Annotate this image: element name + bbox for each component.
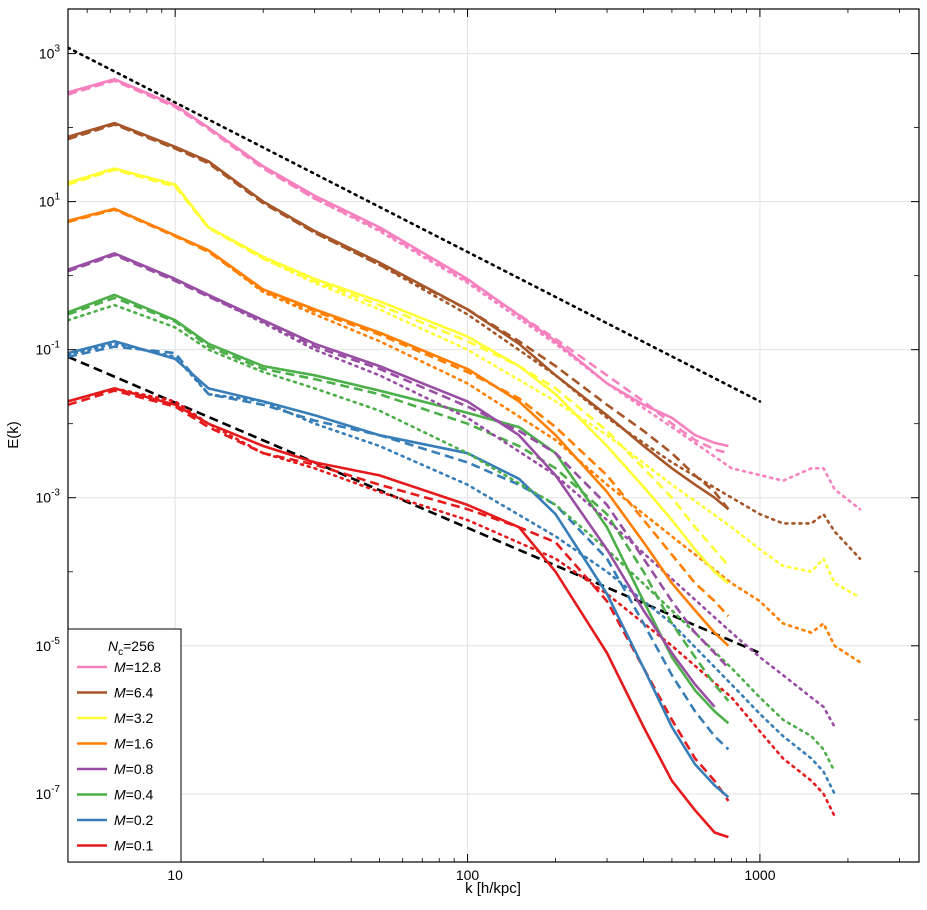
legend-label: M=0.1 [114,838,154,854]
grid [68,9,919,862]
legend-label: M=3.2 [114,710,154,726]
x-axis-label: k [h/kpc] [465,880,521,897]
series-lines [68,77,862,839]
legend-label-var: M [114,812,126,828]
y-tick-exponent: 1 [54,192,60,203]
series-m-0-1-solid [68,387,729,839]
y-tick-label: 10-1 [36,340,61,358]
series-m-0-2-solid [68,339,730,799]
series-m-6-4-dotted [68,122,862,561]
series-m-0-1-dashed [68,389,730,802]
series-m-0-2-dashed [68,345,730,751]
y-tick-base: 10 [36,638,52,654]
legend-entries: M=12.8M=6.4M=3.2M=1.6M=0.8M=0.4M=0.2M=0.… [77,659,161,854]
y-tick-exponent: -1 [51,340,60,351]
x-tick-label: 1000 [744,867,775,883]
legend-label-value: =0.4 [126,787,154,803]
y-tick-label: 101 [39,192,61,210]
legend-label-var: M [114,736,126,752]
y-tick-base: 10 [36,786,52,802]
y-tick-label: 103 [39,44,61,62]
legend-label-var: M [114,685,126,701]
x-tick-labels: 10 100 1000 [167,867,775,883]
legend-label-value: =12.8 [126,659,162,675]
y-tick-label: 10-3 [36,488,61,506]
legend-label-var: M [114,787,126,803]
y-tick-exponent: -7 [51,784,60,795]
series-m-0-8-solid [68,252,716,708]
legend-label-value: =6.4 [126,685,154,701]
legend-label-var: M [114,710,126,726]
y-tick-base: 10 [36,342,52,358]
legend-label: M=0.2 [114,812,154,828]
plot-frame [67,8,920,863]
y-tick-base: 10 [36,490,52,506]
legend-label: M=0.8 [114,761,154,777]
series-m-0-1-dotted [68,387,836,818]
legend-label: M=6.4 [114,685,154,701]
legend-label-value: =0.1 [126,838,154,854]
series-m-6-4-solid [68,121,730,511]
series-m-0-4-dotted [68,303,836,773]
series-m-12-8-dashed [68,79,729,455]
x-tick-label: 10 [167,867,183,883]
series-m-1-6-solid [68,207,730,647]
legend-title: Nc=256 [108,638,155,658]
legend-label-value: =1.6 [126,736,154,752]
series-m-3-2-solid [68,167,730,585]
series-m-3-2-dashed [68,168,730,567]
legend-label-value: =3.2 [126,710,154,726]
y-tick-base: 10 [39,194,55,210]
legend-label-value: =0.8 [126,761,154,777]
legend-label: M=12.8 [114,659,161,675]
y-tick-exponent: -5 [51,636,60,647]
legend-label: M=1.6 [114,736,154,752]
legend-label-var: M [114,659,126,675]
x-tick-label: 100 [456,867,480,883]
legend-label: M=0.4 [114,787,154,803]
legend: Nc=256 M=12.8M=6.4M=3.2M=1.6M=0.8M=0.4M=… [67,628,182,863]
y-tick-label: 10-5 [36,636,61,654]
y-tick-exponent: 3 [54,44,60,55]
legend-label-var: M [114,838,126,854]
y-tick-label: 10-7 [36,784,61,802]
y-tick-exponent: -3 [51,488,60,499]
y-axis-label: E(k) [5,421,22,449]
y-tick-base: 10 [39,46,55,62]
legend-label-var: M [114,761,126,777]
series-m-12-8-solid [68,77,729,448]
legend-label-value: =0.2 [126,812,154,828]
